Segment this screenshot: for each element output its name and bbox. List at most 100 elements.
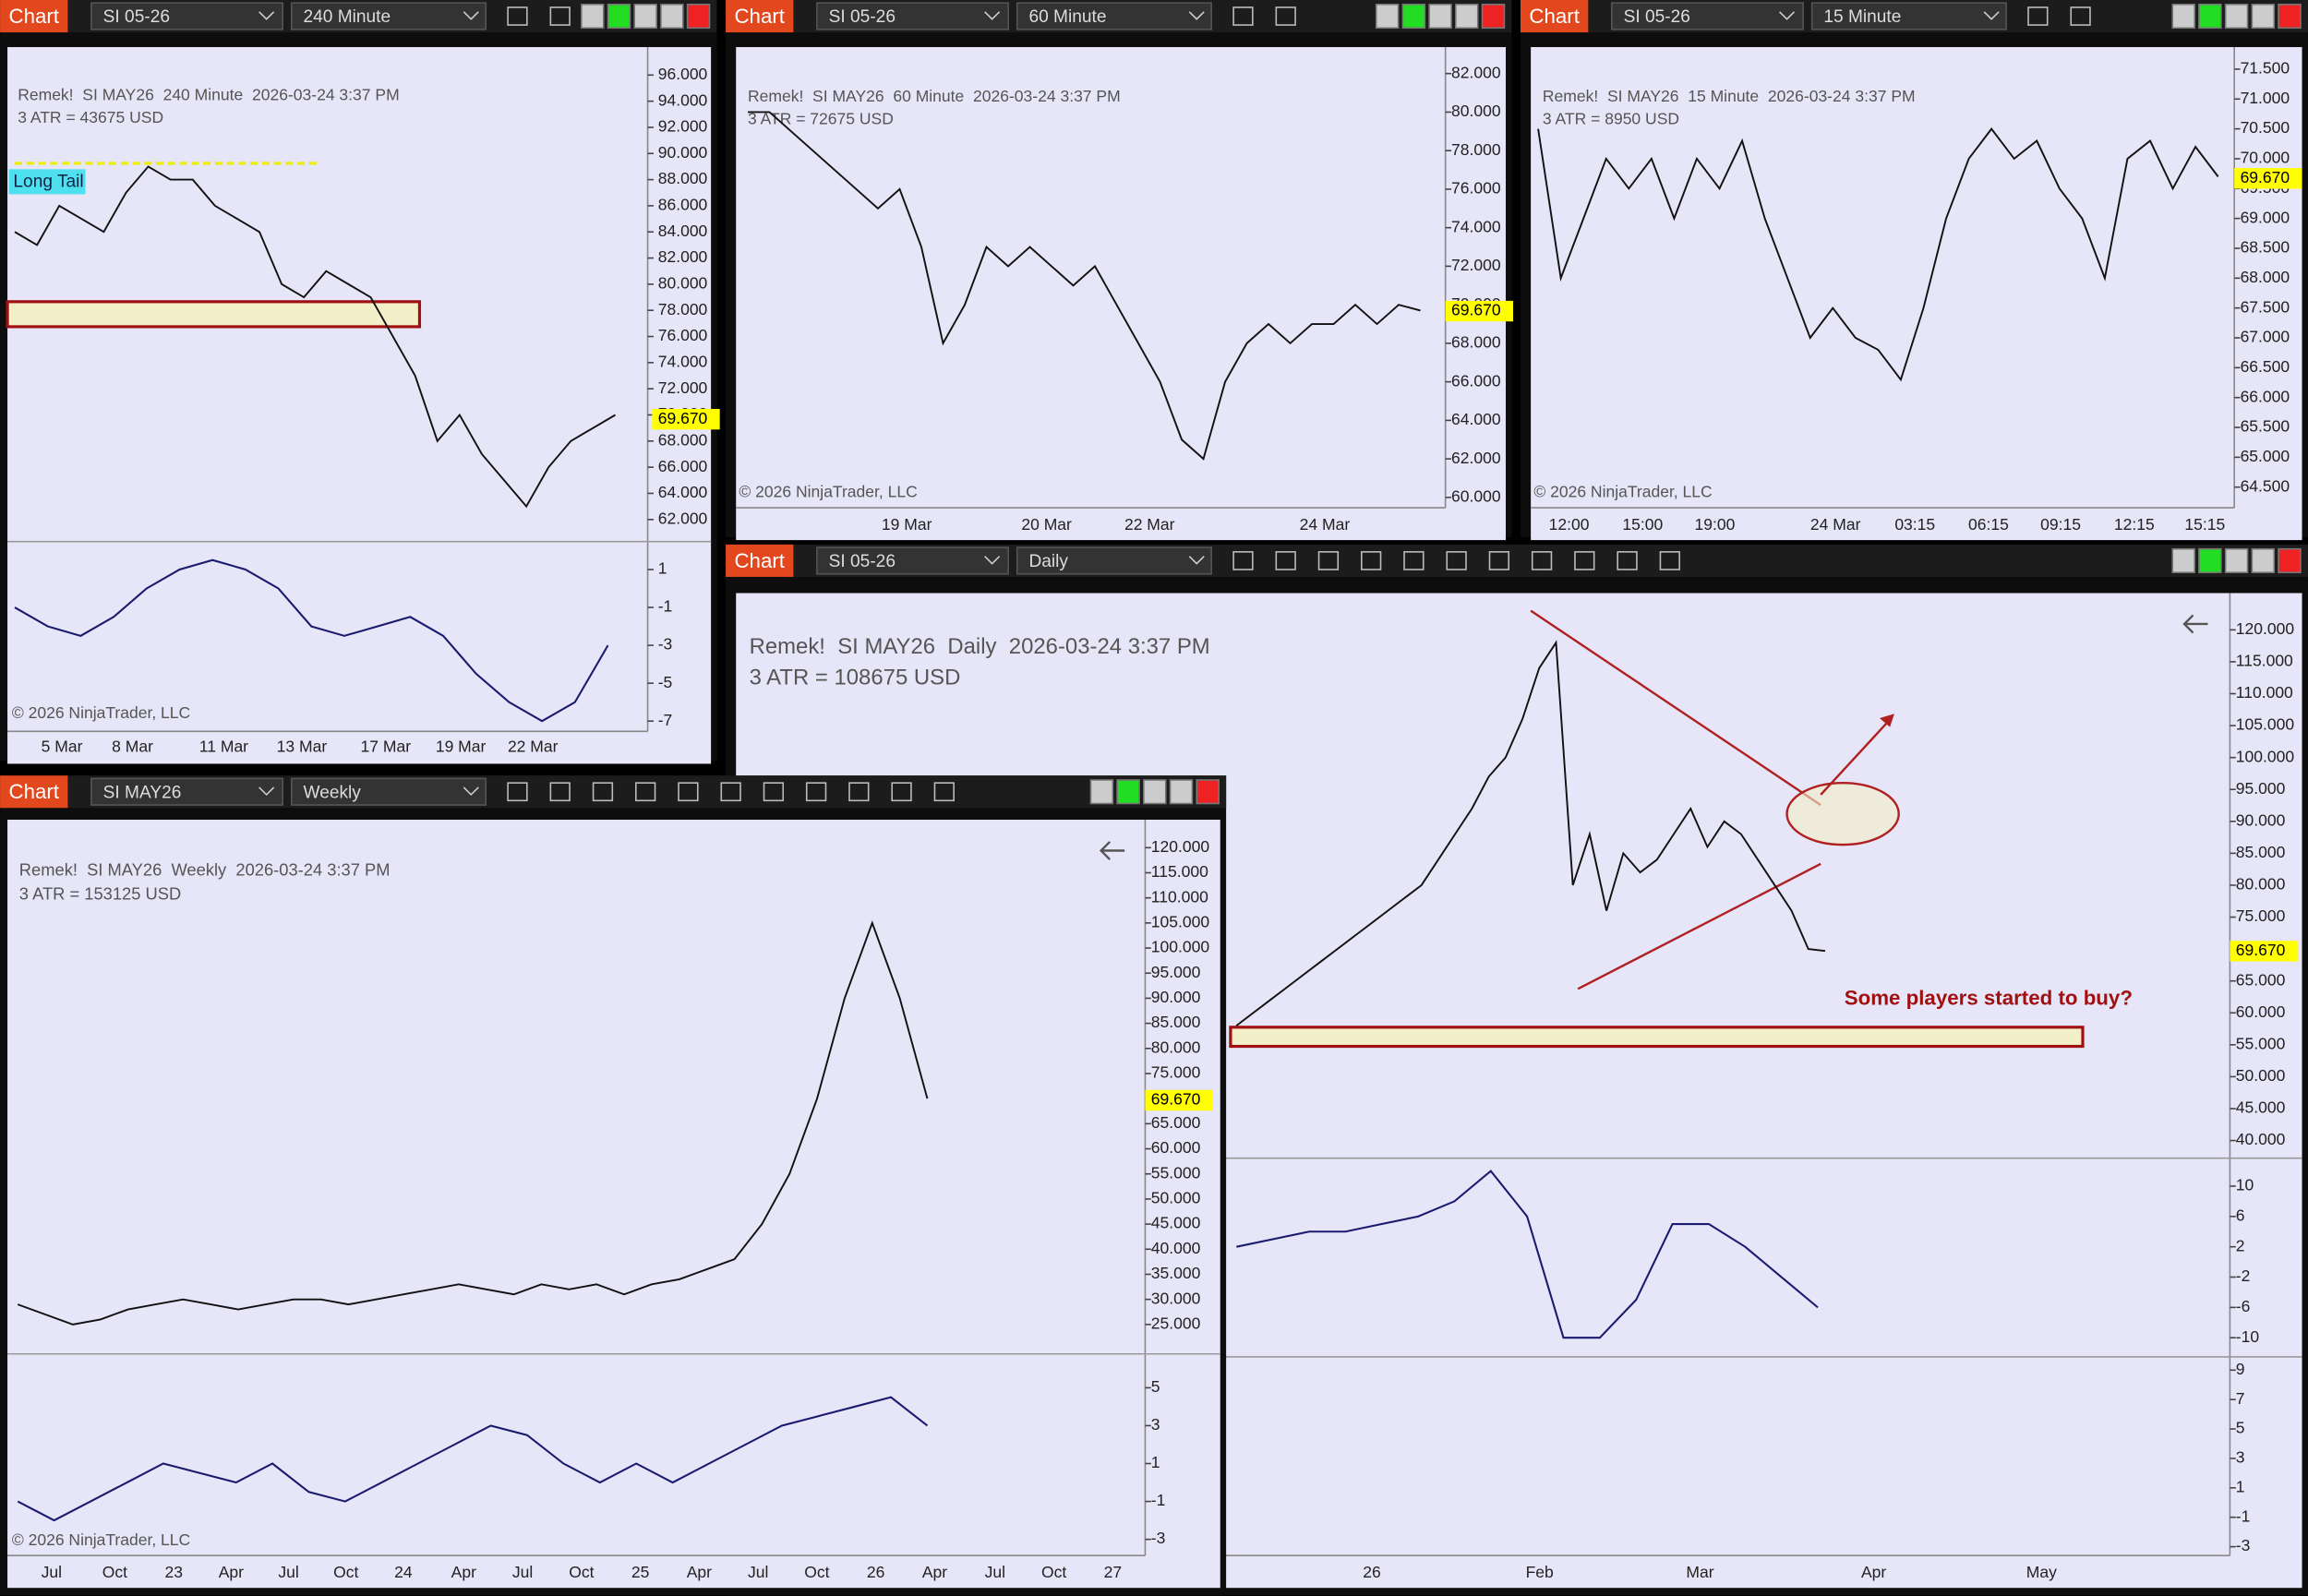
- window-button[interactable]: [2224, 547, 2249, 573]
- interval-box[interactable]: [290, 2, 487, 30]
- chart-tab[interactable]: [0, 0, 68, 33]
- toolbar-icon[interactable]: [763, 782, 785, 802]
- instrument-box[interactable]: [1611, 2, 1804, 30]
- interval-label: Daily: [1028, 552, 1068, 571]
- toolbar-icon[interactable]: [2027, 6, 2049, 26]
- toolbar-icon[interactable]: [1488, 551, 1510, 570]
- chart-tab[interactable]: [1520, 0, 1589, 33]
- toolbar-icon[interactable]: [1232, 551, 1254, 570]
- y-tick-label: -1: [658, 597, 673, 616]
- instrument-label: SI 05-26: [1624, 7, 1690, 27]
- window-button[interactable]: [686, 3, 711, 30]
- toolbar-icon[interactable]: [1531, 551, 1553, 570]
- toolbar-icon[interactable]: [549, 6, 571, 26]
- x-tick-label: 24 Mar: [1810, 515, 1861, 534]
- toolbar-icon[interactable]: [635, 782, 656, 802]
- instrument-box[interactable]: [816, 546, 1009, 575]
- y-tick-label: 80.000: [1151, 1038, 1201, 1056]
- window-button[interactable]: [2171, 547, 2195, 573]
- toolbar-icon[interactable]: [1659, 551, 1680, 570]
- toolbar-icon[interactable]: [1275, 6, 1296, 26]
- window-button[interactable]: [581, 3, 605, 30]
- window-button[interactable]: [2251, 3, 2276, 30]
- toolbar-icon[interactable]: [678, 782, 699, 802]
- window-button[interactable]: [1428, 3, 1452, 30]
- window-button[interactable]: [2198, 547, 2222, 573]
- chart-tab-label: Chart: [734, 549, 785, 572]
- window-button[interactable]: [1375, 3, 1400, 30]
- window-button[interactable]: [1089, 779, 1114, 805]
- toolbar-icon[interactable]: [507, 6, 528, 26]
- toolbar-icon[interactable]: [507, 782, 528, 802]
- y-tick-label: 68.500: [2241, 238, 2290, 257]
- toolbar-icon[interactable]: [848, 782, 870, 802]
- chart-tab[interactable]: [0, 775, 68, 809]
- window-button[interactable]: [2251, 547, 2276, 573]
- x-tick-label: 27: [1104, 1563, 1122, 1581]
- label-text: Long Tail: [13, 173, 83, 192]
- window-button[interactable]: [1196, 779, 1220, 805]
- interval-box[interactable]: [290, 777, 487, 806]
- window-button[interactable]: [1481, 3, 1506, 30]
- window-button[interactable]: [1169, 779, 1194, 805]
- y-tick-label: -2: [2236, 1266, 2251, 1285]
- y-tick-label: 60.000: [1451, 486, 1501, 505]
- window-button[interactable]: [2278, 547, 2302, 573]
- y-tick-label: 120.000: [2236, 619, 2295, 638]
- x-tick-label: Oct: [569, 1563, 594, 1581]
- y-tick-label: 80.000: [1451, 102, 1501, 120]
- atr-label: 3 ATR = 72675 USD: [748, 109, 894, 127]
- toolbar-icon[interactable]: [1617, 551, 1638, 570]
- toolbar-icon[interactable]: [805, 782, 827, 802]
- toolbar-icon[interactable]: [1317, 551, 1340, 570]
- copyright: © 2026 NinjaTrader, LLC: [1533, 483, 1712, 501]
- chart-tab[interactable]: [726, 0, 794, 33]
- y-tick-label: 70.500: [2241, 118, 2290, 137]
- window-button[interactable]: [633, 3, 657, 30]
- window-button[interactable]: [2278, 3, 2302, 30]
- instrument-box[interactable]: [816, 2, 1009, 30]
- dropdown-arrow: [1779, 11, 1796, 20]
- window-button[interactable]: [1455, 3, 1479, 30]
- x-tick-label: 11 Mar: [199, 738, 248, 756]
- toolbar-icon[interactable]: [1275, 551, 1296, 570]
- y-tick-label: 3: [1151, 1415, 1160, 1434]
- toolbar-icon[interactable]: [592, 782, 614, 802]
- toolbar-icon[interactable]: [1360, 551, 1382, 570]
- dropdown-arrow: [1188, 556, 1205, 565]
- interval-box[interactable]: [1810, 2, 2007, 30]
- toolbar-icon[interactable]: [1232, 6, 1254, 26]
- y-tick-label: 65.500: [2241, 417, 2290, 436]
- interval-box[interactable]: [1016, 2, 1212, 30]
- y-tick-label: 45.000: [1151, 1214, 1201, 1232]
- instrument-box[interactable]: [90, 2, 283, 30]
- label-box: [8, 169, 86, 195]
- toolbar-icon[interactable]: [1574, 551, 1595, 570]
- window-button[interactable]: [2171, 3, 2195, 30]
- y-tick-label: 7: [2236, 1389, 2245, 1408]
- toolbar-icon[interactable]: [549, 782, 571, 802]
- x-tick-label: Mar: [1686, 1563, 1713, 1581]
- toolbar-icon[interactable]: [720, 782, 741, 802]
- window-button[interactable]: [1116, 779, 1140, 805]
- x-tick-label: 24: [394, 1563, 413, 1581]
- toolbar-icon[interactable]: [1403, 551, 1424, 570]
- window-button[interactable]: [1143, 779, 1167, 805]
- chart-tab[interactable]: [726, 544, 794, 577]
- last-price-label: 69.670: [1451, 301, 1501, 319]
- window-button[interactable]: [2224, 3, 2249, 30]
- window-button[interactable]: [1401, 3, 1426, 30]
- interval-box[interactable]: [1016, 546, 1212, 575]
- toolbar-icon[interactable]: [933, 782, 955, 802]
- window-button[interactable]: [660, 3, 684, 30]
- x-tick-label: Apr: [687, 1563, 712, 1581]
- window-button[interactable]: [2198, 3, 2222, 30]
- window-button[interactable]: [607, 3, 631, 30]
- toolbar-icon[interactable]: [891, 782, 912, 802]
- toolbar-icon[interactable]: [1446, 551, 1467, 570]
- instrument-box[interactable]: [90, 777, 283, 806]
- toolbar-icon[interactable]: [2070, 6, 2091, 26]
- last-price-label: 69.670: [2236, 941, 2286, 959]
- y-tick-label: -1: [2236, 1506, 2251, 1525]
